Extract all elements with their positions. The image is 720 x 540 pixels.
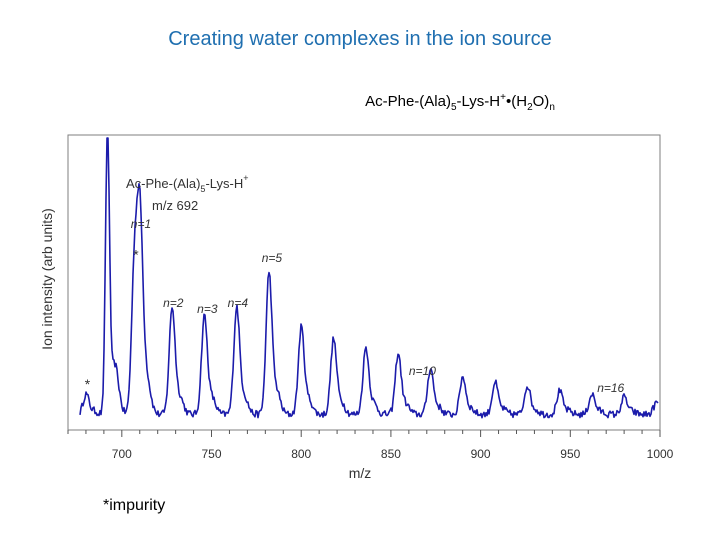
y-axis-label: Ion intensity (arb units) — [39, 208, 55, 350]
subtitle-subscript: 5 — [450, 102, 457, 113]
x-tick-label: 750 — [201, 447, 221, 461]
peak-annotation: n=1 — [131, 217, 151, 231]
x-tick-label: 700 — [112, 447, 132, 461]
subtitle-part: -Lys-H — [456, 93, 501, 110]
peak-annotation: n=10 — [409, 364, 436, 378]
subtitle-part: O) — [532, 93, 550, 110]
subtitle-subscript: 2 — [527, 102, 533, 113]
chart-subtitle: Ac-Phe-(Ala)5-Lys-H+•(H2O)n — [200, 92, 720, 113]
x-tick-label: 900 — [471, 447, 491, 461]
parent-label-superscript: + — [243, 173, 248, 183]
annotations: n=1 * n=2 n=3 n=4 n=5 n=10 n=16 * — [84, 217, 624, 395]
subtitle-subscript: n — [549, 102, 555, 113]
peak-annotation: n=4 — [228, 296, 249, 310]
subtitle-superscript: + — [500, 92, 506, 103]
peak-annotation: n=3 — [197, 302, 218, 316]
spectrum-series-line — [79, 137, 659, 419]
impurity-marker: * — [84, 376, 90, 392]
subtitle-part: •(H — [505, 93, 528, 110]
x-tick-label: 950 — [560, 447, 580, 461]
x-tick-label: 800 — [291, 447, 311, 461]
slide-title: Creating water complexes in the ion sour… — [168, 28, 552, 50]
parent-label-part: -Lys-H — [205, 176, 243, 191]
impurity-marker: * — [133, 246, 139, 262]
parent-label-subscript: 5 — [200, 184, 205, 194]
peak-annotation: n=2 — [163, 296, 184, 310]
x-tick-label: 850 — [381, 447, 401, 461]
x-axis: 700 750 800 850 900 950 1000 — [67, 430, 674, 461]
footnote: *impurity — [103, 497, 166, 514]
peak-annotation: n=16 — [597, 381, 624, 395]
subtitle-part: Ac-Phe-(Ala) — [365, 93, 451, 110]
plot-frame — [67, 134, 661, 431]
x-tick-label: 1000 — [647, 447, 674, 461]
peak-annotation: n=5 — [262, 251, 283, 265]
parent-ion-mz: m/z 692 — [152, 198, 198, 213]
parent-ion-label: Ac-Phe-(Ala)5-Lys-H+ — [126, 173, 249, 194]
x-axis-label: m/z — [349, 465, 372, 481]
parent-label-part: Ac-Phe-(Ala) — [126, 176, 200, 191]
